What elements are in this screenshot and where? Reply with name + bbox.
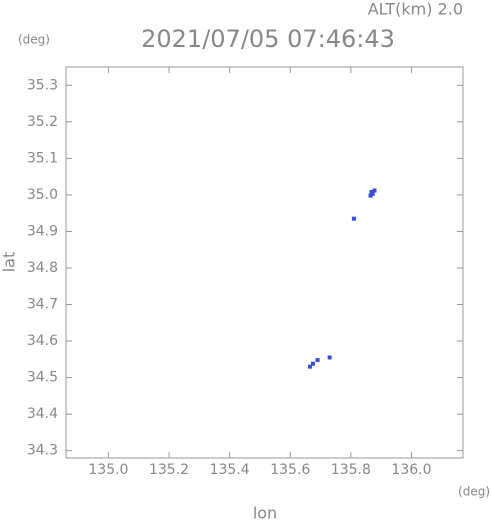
y-tick-label: 34.5	[27, 370, 58, 386]
y-axis-label: lat	[0, 252, 19, 273]
point	[368, 193, 373, 198]
x-axis-label: lon	[253, 504, 277, 521]
plot-frame	[65, 66, 464, 459]
x-tick-label: 135.6	[270, 462, 310, 478]
point	[369, 189, 374, 194]
y-tick-label: 35.0	[27, 187, 58, 203]
point	[315, 358, 320, 363]
y-tick-label: 35.1	[27, 150, 58, 166]
point	[307, 364, 312, 369]
x-tick-label: 135.0	[88, 462, 128, 478]
y-tick-label: 34.6	[27, 333, 58, 349]
y-tick-label: 34.4	[27, 406, 58, 422]
x-unit: (deg)	[458, 485, 490, 499]
x-tick-label: 136.0	[391, 462, 431, 478]
chart-subtitle: ALT(km) 2.0	[368, 0, 463, 19]
x-tick-label: 135.2	[149, 462, 189, 478]
y-unit: (deg)	[18, 33, 50, 47]
point	[310, 361, 315, 366]
y-tick-label: 35.3	[27, 77, 58, 93]
y-tick-label: 34.9	[27, 223, 58, 239]
point	[327, 355, 332, 360]
y-tick-label: 34.3	[27, 443, 58, 459]
point	[351, 216, 356, 221]
y-tick-label: 34.8	[27, 260, 58, 276]
point	[372, 188, 377, 193]
y-tick-label: 34.7	[27, 297, 58, 313]
x-tick-label: 135.8	[331, 462, 371, 478]
chart-title: 2021/07/05 07:46:43	[141, 25, 395, 53]
y-tick-label: 35.2	[27, 114, 58, 130]
x-tick-label: 135.4	[210, 462, 250, 478]
